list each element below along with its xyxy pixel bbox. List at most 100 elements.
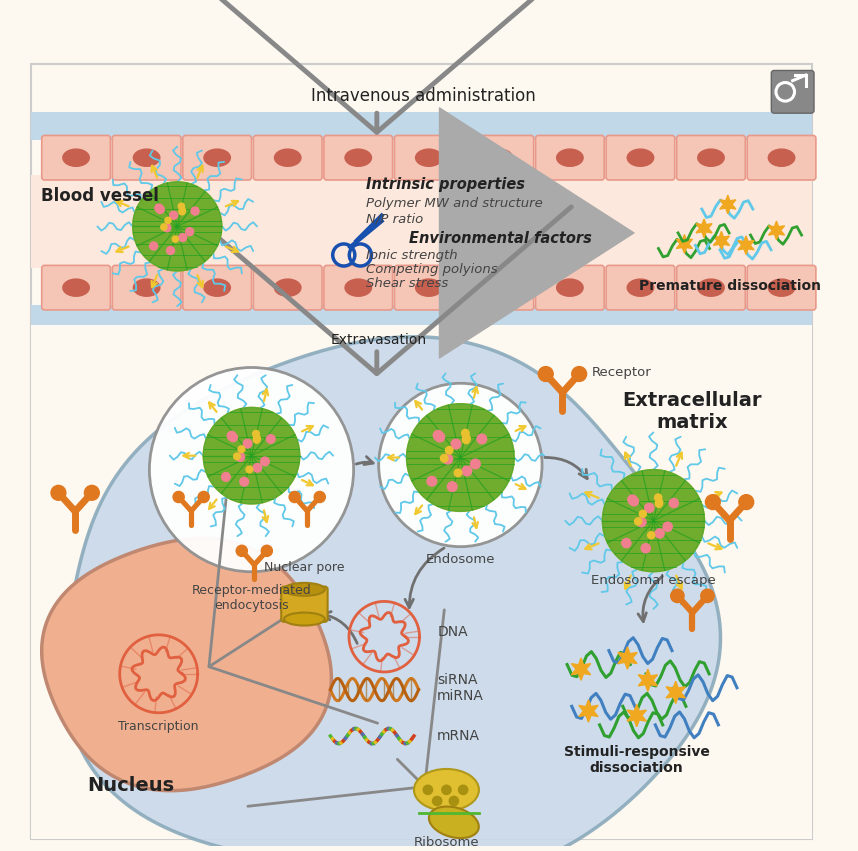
Circle shape (462, 466, 472, 476)
Ellipse shape (697, 278, 725, 297)
Text: Endosome: Endosome (426, 553, 495, 566)
FancyBboxPatch shape (606, 135, 674, 180)
Circle shape (602, 470, 704, 572)
Polygon shape (666, 682, 686, 704)
Polygon shape (638, 669, 657, 692)
FancyBboxPatch shape (747, 266, 816, 310)
Circle shape (84, 485, 100, 500)
Text: siRNA
miRNA: siRNA miRNA (438, 672, 484, 703)
Circle shape (622, 539, 631, 548)
Circle shape (447, 482, 457, 492)
Circle shape (229, 433, 238, 442)
Circle shape (221, 472, 230, 481)
Polygon shape (579, 700, 598, 722)
Circle shape (172, 236, 178, 243)
Circle shape (739, 494, 753, 510)
Circle shape (203, 408, 299, 504)
Circle shape (433, 431, 443, 440)
Circle shape (198, 491, 209, 503)
Circle shape (655, 494, 662, 501)
Text: Receptor-mediated
endocytosis: Receptor-mediated endocytosis (191, 584, 311, 612)
Circle shape (462, 434, 470, 442)
Text: Ribosome: Ribosome (414, 837, 480, 849)
Circle shape (407, 403, 514, 511)
FancyBboxPatch shape (465, 266, 534, 310)
Circle shape (314, 491, 325, 503)
FancyBboxPatch shape (677, 266, 746, 310)
Circle shape (178, 233, 187, 242)
Circle shape (641, 544, 650, 553)
Circle shape (630, 497, 638, 505)
Text: Shear stress: Shear stress (366, 277, 448, 289)
Text: Intrinsic properties: Intrinsic properties (366, 177, 525, 192)
FancyBboxPatch shape (606, 266, 674, 310)
Circle shape (236, 453, 245, 461)
Ellipse shape (415, 278, 443, 297)
Ellipse shape (486, 278, 513, 297)
Circle shape (477, 434, 486, 444)
Circle shape (178, 203, 184, 209)
Polygon shape (676, 235, 692, 253)
Text: Transcription: Transcription (118, 720, 199, 734)
Text: Environmental factors: Environmental factors (409, 231, 592, 246)
Ellipse shape (203, 278, 231, 297)
Ellipse shape (62, 278, 90, 297)
FancyBboxPatch shape (281, 586, 328, 622)
Circle shape (253, 435, 260, 442)
Circle shape (149, 368, 353, 572)
Circle shape (656, 500, 662, 507)
FancyBboxPatch shape (31, 325, 812, 839)
Circle shape (233, 453, 240, 460)
FancyBboxPatch shape (324, 135, 393, 180)
FancyBboxPatch shape (31, 112, 812, 140)
Ellipse shape (626, 278, 655, 297)
FancyBboxPatch shape (253, 135, 322, 180)
Circle shape (462, 436, 470, 443)
FancyBboxPatch shape (31, 305, 812, 326)
Ellipse shape (626, 148, 655, 167)
Circle shape (458, 785, 468, 795)
FancyBboxPatch shape (395, 266, 463, 310)
Circle shape (423, 785, 432, 795)
Polygon shape (738, 236, 754, 254)
Circle shape (454, 469, 462, 477)
Circle shape (165, 217, 171, 224)
Ellipse shape (556, 278, 583, 297)
Ellipse shape (203, 148, 231, 167)
Circle shape (701, 589, 714, 603)
FancyBboxPatch shape (747, 135, 816, 180)
Polygon shape (65, 337, 721, 851)
Text: Nuclear pore: Nuclear pore (264, 562, 345, 574)
Circle shape (637, 517, 646, 527)
FancyBboxPatch shape (112, 135, 181, 180)
Circle shape (450, 797, 458, 806)
Circle shape (628, 495, 637, 504)
Text: Ionic strength: Ionic strength (366, 248, 457, 262)
Circle shape (378, 383, 542, 546)
Circle shape (635, 517, 642, 525)
Ellipse shape (414, 769, 479, 811)
Circle shape (602, 470, 704, 572)
Circle shape (227, 431, 236, 440)
Circle shape (451, 439, 461, 448)
Polygon shape (769, 221, 784, 240)
Circle shape (133, 182, 222, 271)
Ellipse shape (284, 583, 325, 596)
Text: mRNA: mRNA (438, 729, 480, 743)
Ellipse shape (133, 148, 160, 167)
Ellipse shape (284, 613, 325, 625)
FancyBboxPatch shape (771, 71, 814, 113)
Circle shape (663, 523, 672, 531)
Circle shape (170, 211, 178, 220)
Ellipse shape (274, 278, 302, 297)
Circle shape (163, 224, 171, 231)
Circle shape (538, 367, 553, 381)
FancyBboxPatch shape (253, 266, 322, 310)
Text: Stimuli-responsive
dissociation: Stimuli-responsive dissociation (564, 745, 710, 775)
Circle shape (149, 242, 158, 250)
Circle shape (571, 367, 587, 381)
FancyBboxPatch shape (42, 135, 111, 180)
Ellipse shape (133, 278, 160, 297)
Circle shape (246, 466, 253, 473)
FancyBboxPatch shape (183, 135, 251, 180)
